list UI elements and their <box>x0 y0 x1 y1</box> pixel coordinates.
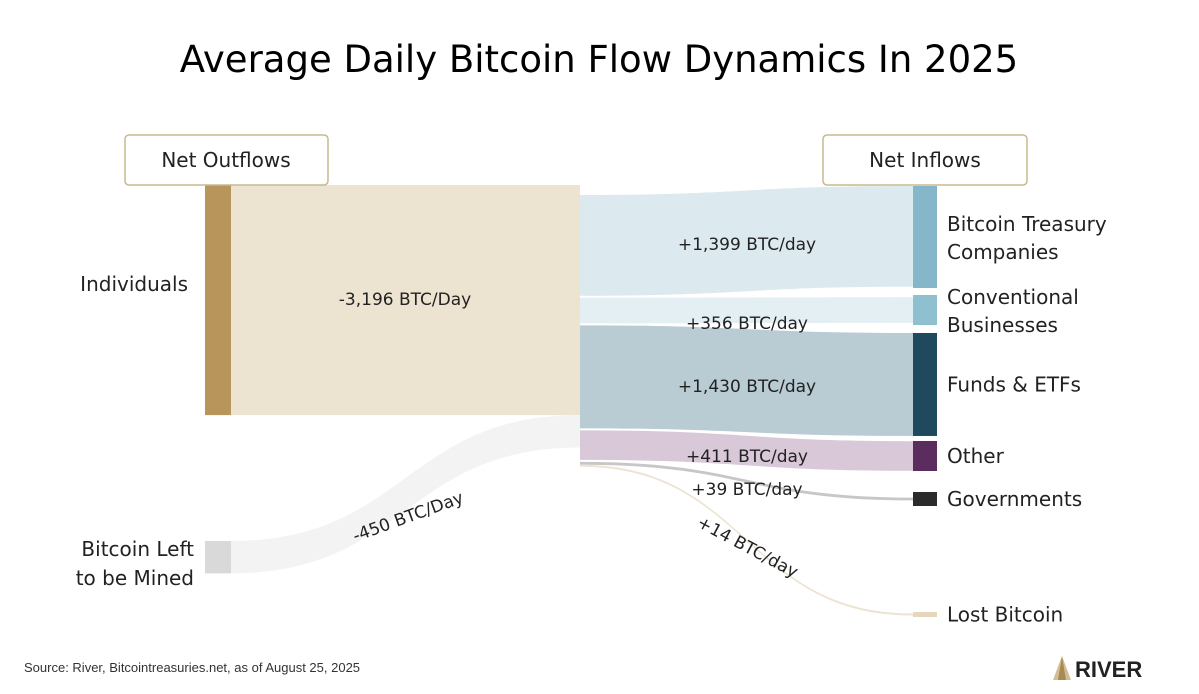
flow-label: +356 BTC/day <box>686 314 808 334</box>
svg-text:RIVER: RIVER <box>1075 657 1142 682</box>
header-net-outflows: Net Outflows <box>124 134 329 186</box>
target-label: Funds & ETFs <box>947 372 1081 396</box>
source-label: Bitcoin Left <box>81 537 194 561</box>
target-label: Other <box>947 444 1005 468</box>
flow-label: -3,196 BTC/Day <box>339 290 471 310</box>
flows <box>231 185 913 616</box>
target-label: Governments <box>947 487 1082 511</box>
flow-label: +1,430 BTC/day <box>678 377 816 397</box>
flow-target-1 <box>580 297 913 324</box>
flow-target-3 <box>580 430 913 471</box>
flow-1 <box>231 415 580 574</box>
flow-label: +1,399 BTC/day <box>678 235 816 255</box>
flow-target-4 <box>580 461 913 501</box>
target-node <box>913 295 937 325</box>
source-node <box>205 185 231 416</box>
target-label: Businesses <box>947 313 1058 337</box>
target-label: Companies <box>947 240 1059 264</box>
flow-0 <box>231 185 580 416</box>
flow-target-0 <box>580 186 913 296</box>
header-net-inflows: Net Inflows <box>822 134 1028 186</box>
target-node <box>913 612 937 617</box>
target-node <box>913 333 937 436</box>
chart-title: Average Daily Bitcoin Flow Dynamics In 2… <box>180 38 1018 81</box>
source-note: Source: River, Bitcointreasuries.net, as… <box>24 660 360 675</box>
target-label: Lost Bitcoin <box>947 603 1063 627</box>
target-node <box>913 441 937 471</box>
flow-label: +14 BTC/day <box>694 513 802 583</box>
target-node <box>913 186 937 288</box>
source-label: to be Mined <box>76 566 194 590</box>
flow-target-2 <box>580 325 913 436</box>
river-logo: RIVER <box>1053 656 1142 682</box>
flow-target-5 <box>580 464 913 616</box>
source-label: Individuals <box>80 272 188 296</box>
flow-label: +411 BTC/day <box>686 447 808 467</box>
target-label: Bitcoin Treasury <box>947 212 1107 236</box>
nodes <box>205 185 937 617</box>
target-node <box>913 492 937 506</box>
target-label: Conventional <box>947 285 1079 309</box>
source-node <box>205 541 231 574</box>
svg-text:Net Outflows: Net Outflows <box>161 148 290 172</box>
svg-text:Net Inflows: Net Inflows <box>869 148 981 172</box>
flow-label: +39 BTC/day <box>691 480 802 500</box>
